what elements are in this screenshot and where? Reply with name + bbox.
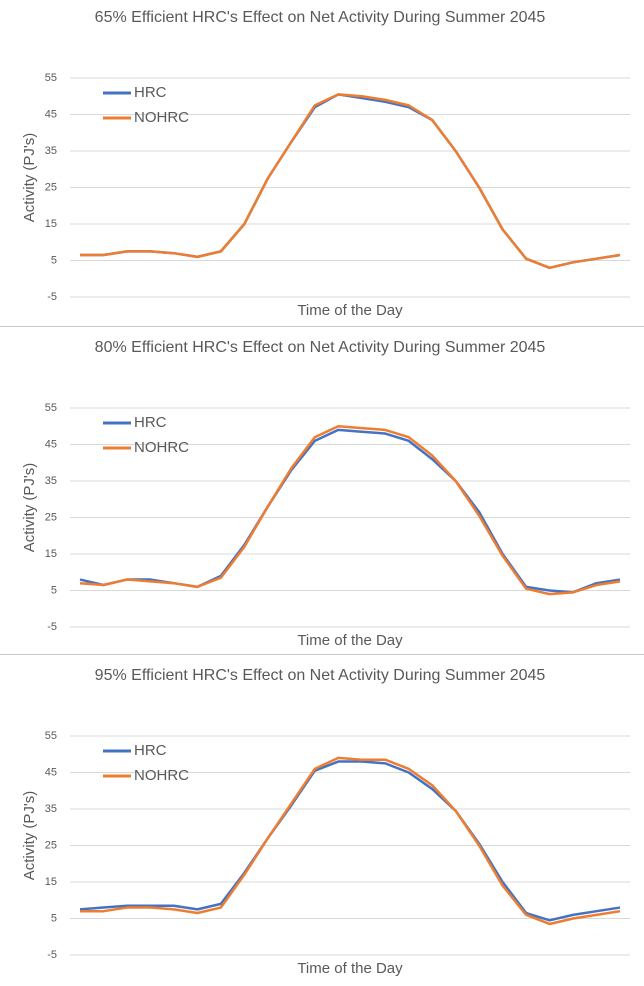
y-tick-label: 25 [45,839,57,851]
y-tick-label: 55 [45,730,57,742]
y-tick-label: 25 [45,511,57,523]
y-tick-label: 5 [51,254,57,266]
chart: -5 5 15 25 35 45 55 Activity (PJ's) Time of the … [21,402,630,649]
x-axis-label: Time of the Day [297,960,403,977]
y-tick-label: 45 [45,438,57,450]
y-tick-label: 55 [45,402,57,414]
y-tick-label: 5 [51,584,57,596]
x-axis-label: Time of the Day [297,632,403,649]
legend-label: HRC [134,414,167,431]
y-tick-label: 55 [45,72,57,84]
y-tick-label: 25 [45,181,57,193]
data-line [79,425,621,596]
y-tick-label: 15 [45,218,57,230]
y-tick-label: 15 [45,548,57,560]
data-line [80,756,621,926]
chart: -5 5 15 25 35 45 55 Activity (PJ's) Time of the … [21,730,630,977]
y-tick-label: 15 [45,876,57,888]
y-tick-label: -5 [47,621,57,633]
chart-panel: -5 5 15 25 35 45 55 Activity (PJ's) Time of the … [0,330,644,658]
y-tick-label: 35 [45,145,57,157]
y-tick-label: 45 [45,766,57,778]
y-tick-label: 5 [51,912,57,924]
chart-title: 65% Efficient HRC's Effect on Net Activi… [94,9,546,26]
y-axis-label: Activity (PJ's) [21,133,38,223]
legend-label: NOHRC [134,109,189,126]
legend-label: HRC [134,742,167,759]
chart-title: 80% Efficient HRC's Effect on Net Activi… [94,339,546,356]
chart-panel: -5 5 15 25 35 45 55 Activity (PJ's) Time of the … [0,0,644,328]
separator [0,654,644,655]
y-tick-label: 35 [45,803,57,815]
y-axis-label: Activity (PJ's) [21,463,38,553]
chart: -5 5 15 25 35 45 55 Activity (PJ's) Time of the … [21,72,630,319]
legend-label: NOHRC [134,439,189,456]
chart-title: 95% Efficient HRC's Effect on Net Activi… [94,667,546,684]
y-tick-label: -5 [47,291,57,303]
x-axis-label: Time of the Day [297,302,403,319]
legend-label: NOHRC [134,767,189,784]
legend-label: HRC [134,84,167,101]
y-tick-label: -5 [47,949,57,961]
y-tick-label: 45 [45,108,57,120]
y-axis-label: Activity (PJ's) [21,791,38,881]
separator [0,326,644,327]
data-line [79,760,621,922]
data-line [80,93,621,270]
chart-panel: -5 5 15 25 35 45 55 Activity (PJ's) Time of the … [0,658,644,986]
y-tick-label: 35 [45,475,57,487]
